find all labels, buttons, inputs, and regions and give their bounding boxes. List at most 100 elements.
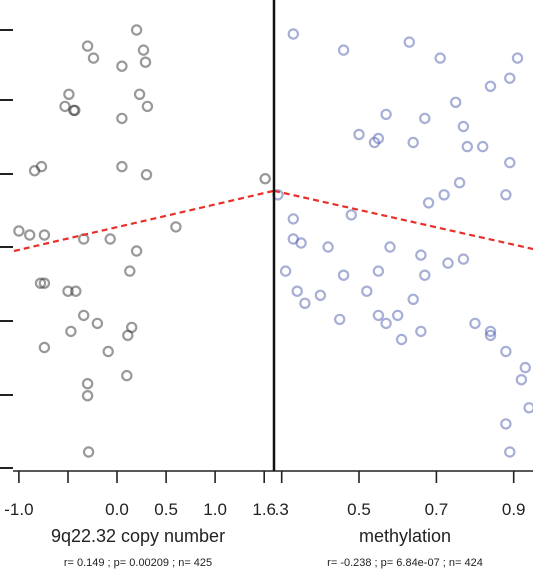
panel-copy-number: -1.0 0.0 0.5 1.0 1.6 9q22.32 copy number r= … [4,24,276,569]
methylation-point-23 [287,213,299,225]
methylation-point-37 [337,269,350,281]
methylation-point-5 [504,72,516,84]
methylation-point-36 [314,289,327,301]
methylation-point-29 [415,249,427,261]
copy-number-point-9 [59,100,71,113]
methylation-fit-line [273,189,533,251]
methylation-point-0 [287,28,299,40]
copy-number-point-32 [77,309,90,322]
methylation-x-tick-label-3: 0.9 [502,500,526,519]
copy-number-point-11 [63,88,75,101]
methylation-x-tick-label-1: 0.5 [347,500,371,519]
panel-methylation: .3 0.5 0.7 0.9 methylation r= -0.238 ; p= 6… [272,28,533,569]
methylation-stats: r= -0.238 ; p= 6.84e-07 ; n= 424 [327,557,483,569]
copy-number-point-1 [87,52,100,64]
copy-number-point-39 [91,317,104,330]
copy-number-point-2 [130,24,143,36]
methylation-point-45 [415,325,427,338]
copy-number-point-31 [65,325,77,338]
methylation-point-40 [372,309,385,322]
methylation-point-54 [504,446,516,458]
methylation-point-26 [295,237,307,249]
methylation-point-51 [515,374,528,386]
methylation-x-tick-label-2: 0.7 [425,500,449,519]
methylation-point-18 [453,176,466,189]
methylation-point-2 [403,36,415,48]
copy-number-point-33 [38,341,51,354]
methylation-point-38 [361,285,373,297]
methylation-point-49 [500,345,512,358]
methylation-point-55 [419,269,431,281]
methylation-point-52 [523,402,533,414]
copy-number-x-axis-title: 9q22.32 copy number [51,526,225,546]
copy-number-point-34 [102,345,114,358]
methylation-point-27 [322,241,334,253]
copy-number-stats: r= 0.149 ; p= 0.00209 ; n= 425 [64,557,212,569]
methylation-fit-segment [273,189,533,251]
methylation-point-16 [477,140,489,153]
methylation-point-43 [334,313,346,326]
copy-number-point-27 [38,277,51,289]
methylation-point-33 [279,265,292,277]
methylation-point-14 [407,136,419,149]
copy-number-point-3 [137,44,150,56]
methylation-point-46 [469,317,481,330]
methylation-point-24 [345,209,357,221]
methylation-point-48 [484,329,497,342]
methylation-points [272,28,533,458]
copy-number-point-8 [141,100,154,113]
copy-number-x-tick-label-2: 0.0 [105,500,129,519]
copy-number-point-38 [82,446,95,458]
copy-number-point-29 [70,285,82,297]
methylation-point-19 [500,189,512,201]
methylation-point-8 [419,112,431,125]
copy-number-point-36 [81,390,94,402]
copy-number-point-4 [139,56,152,68]
copy-number-fit-line [13,189,275,253]
copy-number-x-tick-label-3: 0.5 [154,500,178,519]
copy-number-point-19 [24,229,36,241]
copy-number-point-16 [140,168,153,181]
methylation-x-tick-label-0: .3 [275,500,289,519]
copy-number-point-7 [116,112,128,125]
copy-number-point-12 [69,104,81,117]
copy-number-x-tick-label-4: 1.0 [203,500,227,519]
copy-number-point-20 [38,229,51,241]
copy-number-point-15 [35,160,48,173]
copy-number-x-tick-label-5: 1.6 [252,500,276,519]
copy-number-x-ticks: -1.0 0.0 0.5 1.0 1.6 [4,471,276,519]
methylation-point-15 [461,140,473,153]
copy-number-x-tick-label-0: -1.0 [4,500,33,519]
y-axis [0,29,13,469]
copy-number-point-13 [116,160,128,173]
methylation-point-1 [337,44,350,56]
copy-number-point-40 [125,321,138,334]
methylation-point-47 [484,325,497,338]
copy-number-point-18 [13,225,25,237]
methylation-point-31 [442,257,454,269]
methylation-point-13 [372,132,385,145]
copy-number-point-37 [81,378,94,390]
copy-number-point-21 [259,172,271,185]
methylation-point-34 [291,285,303,297]
copy-number-point-17 [170,221,182,233]
copy-number-point-24 [130,245,143,257]
methylation-point-11 [353,128,365,141]
methylation-point-10 [450,96,462,109]
methylation-point-3 [434,52,446,64]
methylation-point-4 [484,80,497,93]
methylation-point-28 [384,241,396,253]
copy-number-point-25 [124,265,136,277]
methylation-point-20 [422,197,435,209]
copy-number-point-5 [116,60,128,72]
methylation-point-21 [438,189,450,201]
copy-number-point-6 [133,88,146,101]
copy-number-point-0 [81,40,94,52]
methylation-point-30 [372,265,385,277]
copy-number-fit-segment [13,189,275,253]
methylation-point-42 [395,333,408,346]
copy-number-point-35 [121,369,133,382]
methylation-point-39 [407,293,419,305]
methylation-point-41 [392,309,404,322]
